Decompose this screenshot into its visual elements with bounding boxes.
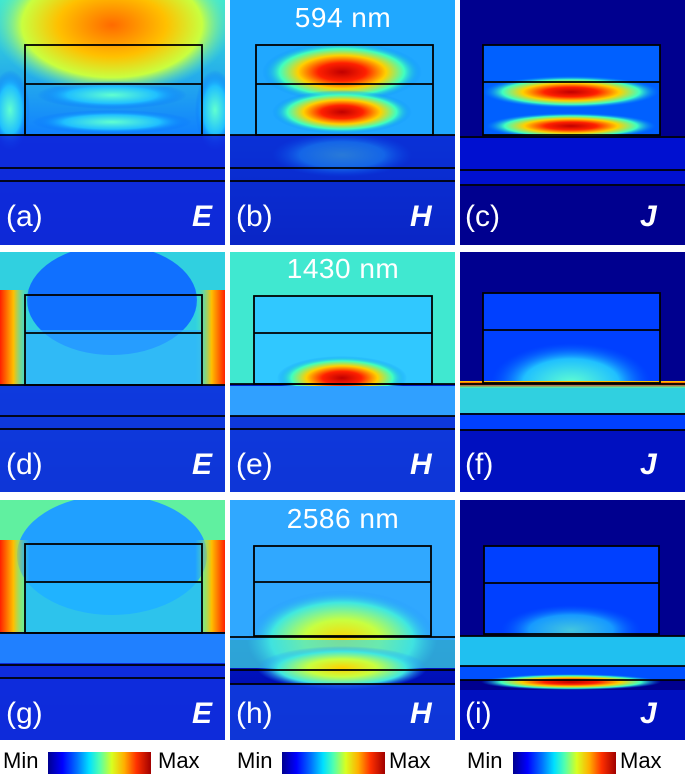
- colorbar-min-label-2: Min: [237, 748, 273, 773]
- panel-label-f: (f): [465, 448, 494, 481]
- field-label-b: H: [410, 200, 432, 233]
- field-label-c: J: [640, 200, 657, 233]
- colorbar-3: [513, 752, 616, 774]
- field-label-f: J: [640, 448, 657, 481]
- panel-i: [460, 500, 685, 740]
- panel-label-b: (b): [236, 200, 273, 233]
- panel-label-d: (d): [6, 448, 43, 481]
- wavelength-label-row3: 2586 nm: [286, 503, 400, 534]
- field-label-d: E: [192, 448, 213, 481]
- panel-a: [0, 0, 225, 245]
- field-label-g: E: [192, 697, 213, 730]
- panel-label-h: (h): [236, 697, 273, 730]
- colorbar-1: [48, 752, 151, 774]
- colorbar-max-label-3: Max: [620, 748, 662, 773]
- wavelength-label-row1: 594 nm: [294, 2, 392, 33]
- panel-h: [230, 500, 455, 740]
- colorbar-min-label-3: Min: [467, 748, 503, 773]
- colorbar-max-label-2: Max: [389, 748, 431, 773]
- field-label-e: H: [410, 448, 432, 481]
- field-label-a: E: [192, 200, 213, 233]
- field-label-h: H: [410, 697, 432, 730]
- panel-c: [460, 0, 685, 245]
- panel-label-c: (c): [465, 200, 500, 233]
- field-label-i: J: [640, 697, 657, 730]
- colorbar-min-label-1: Min: [3, 748, 39, 773]
- panel-e: [230, 252, 455, 492]
- panel-label-g: (g): [6, 697, 43, 730]
- panel-label-i: (i): [465, 697, 492, 730]
- panel-d: [0, 252, 225, 492]
- panel-g: [0, 500, 225, 740]
- colorbar-2: [282, 752, 385, 774]
- panel-label-a: (a): [6, 200, 43, 233]
- wavelength-label-row2: 1430 nm: [286, 253, 400, 284]
- panel-label-e: (e): [236, 448, 273, 481]
- panel-b: [230, 0, 455, 245]
- panel-f: [460, 252, 685, 492]
- colorbar-max-label-1: Max: [158, 748, 200, 773]
